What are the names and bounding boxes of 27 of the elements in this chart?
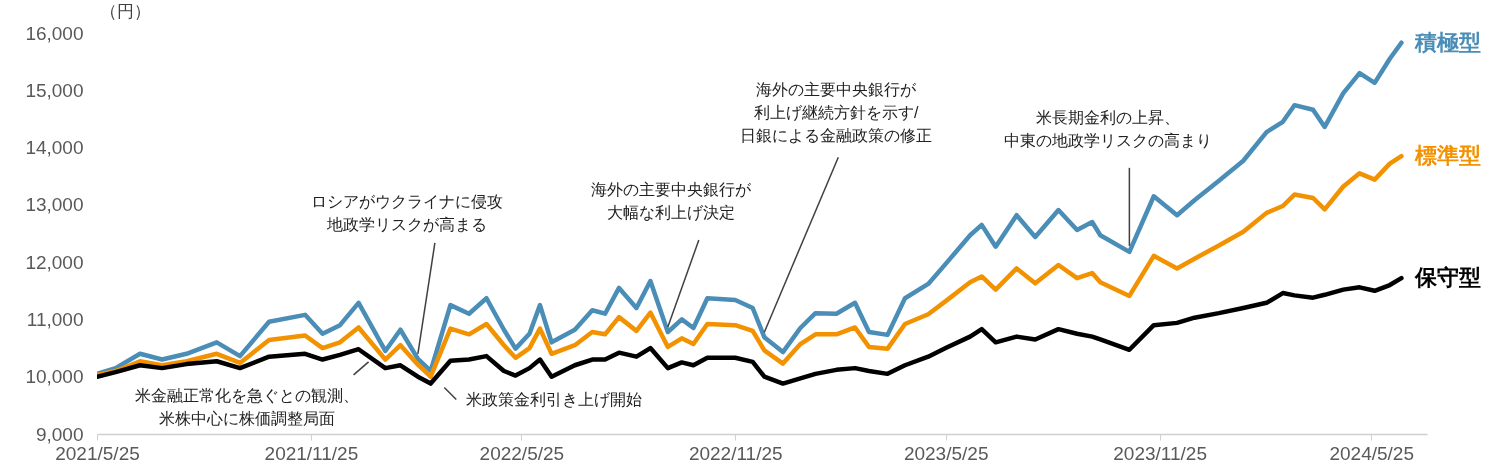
series-label: 保守型 [1414,265,1482,291]
y-tick-label: 11,000 [26,308,84,330]
y-tick-label: 16,000 [25,22,84,44]
x-tick-label: 2023/11/25 [1113,442,1207,464]
annotation: 米長期金利の上昇、中東の地政学リスクの高まり [1004,108,1213,149]
y-tick-label: 13,000 [25,194,84,216]
annotation: 米政策金利引き上げ開始 [466,390,643,408]
x-tick-label: 2021/11/25 [264,442,359,464]
line-series [97,153,1404,379]
annotation: 海外の主要中央銀行が利上げ継続方針を示す/日銀による金融政策の修正 [740,81,933,145]
series-label: 積極型 [1414,29,1482,55]
x-tick-label: 2023/5/25 [903,442,989,464]
x-tick-label: 2022/11/25 [688,442,783,464]
y-axis-title: （円） [99,1,151,21]
y-tick-label: 9,000 [35,423,84,445]
y-tick-label: 14,000 [25,137,84,159]
x-tick-label: 2022/5/25 [479,442,565,464]
y-tick-label: 15,000 [25,79,84,101]
annotation: 海外の主要中央銀行が大幅な利上げ決定 [590,181,752,222]
x-tick-label: 2024/5/25 [1329,442,1414,464]
x-tick-label: 2021/5/25 [55,442,140,464]
series-label: 標準型 [1414,143,1482,169]
annotation: 米金融正常化を急ぐとの観測、米株中心に株価調整局面 [134,386,359,427]
y-tick-label: 10,000 [25,366,84,388]
y-tick-label: 12,000 [25,251,84,273]
annotation: ロシアがウクライナに侵攻地政学リスクが高まる [310,192,503,233]
line-series [97,275,1404,386]
